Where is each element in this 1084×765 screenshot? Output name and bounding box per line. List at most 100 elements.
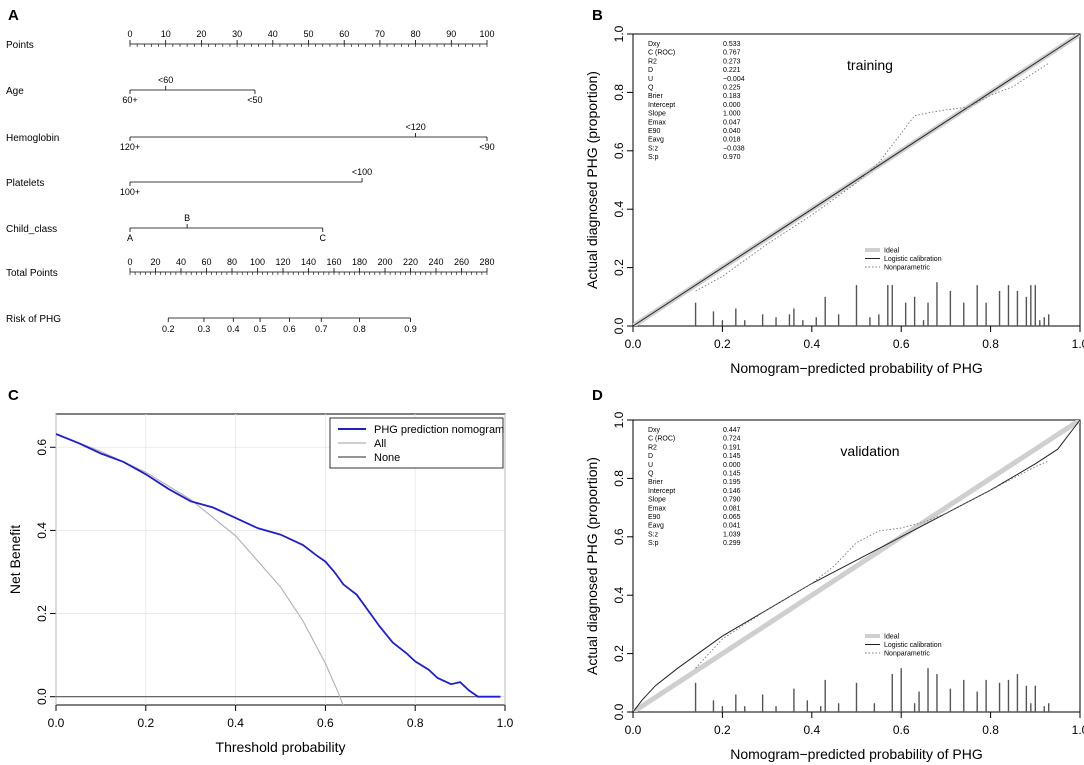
stat-name: Intercept xyxy=(648,488,675,495)
stat-name: C (ROC) xyxy=(648,50,675,57)
x-tick-label: 1.0 xyxy=(497,716,514,730)
nonparametric-line xyxy=(695,62,1049,292)
scale-tick-label: 240 xyxy=(428,257,443,267)
stat-value: 0.191 xyxy=(723,444,741,451)
y-tick-label: 0.4 xyxy=(612,587,626,604)
y-tick-label: 0.0 xyxy=(612,317,626,334)
scale-tick-label: 60 xyxy=(339,29,349,39)
predictor-level-label: <60 xyxy=(158,75,173,85)
risk-tick-label: 0.3 xyxy=(198,324,211,334)
nomogram-row-label-total-points: Total Points xyxy=(6,268,58,279)
x-tick-label: 0.6 xyxy=(893,337,910,351)
stat-value: 0.724 xyxy=(723,436,741,443)
y-axis-label: Actual diagnosed PHG (proportion) xyxy=(584,71,600,289)
y-tick-label: 1.0 xyxy=(612,411,626,428)
scale-tick-label: 70 xyxy=(375,29,385,39)
predictor-level-label: 60+ xyxy=(122,95,137,105)
stat-value: 0.970 xyxy=(723,154,741,161)
series-line-all xyxy=(56,433,344,705)
stat-value: 0.221 xyxy=(723,67,741,74)
risk-tick-label: 0.4 xyxy=(227,324,240,334)
logistic-calibration-line xyxy=(632,419,1081,713)
scale-tick-label: 80 xyxy=(227,257,237,267)
x-tick-label: 0.2 xyxy=(714,337,731,351)
panel-label-a: A xyxy=(8,7,19,24)
scale-tick-label: 20 xyxy=(150,257,160,267)
stat-name: D xyxy=(648,67,653,74)
y-tick-label: 0.6 xyxy=(612,528,626,545)
y-tick-label: 0.8 xyxy=(612,470,626,487)
risk-tick-label: 0.9 xyxy=(404,324,417,334)
stat-value: −0.038 xyxy=(723,145,745,152)
stat-value: 0.146 xyxy=(723,488,741,495)
y-tick-label: 0.0 xyxy=(35,688,49,705)
nonparametric-line xyxy=(695,460,1049,669)
stat-name: R2 xyxy=(648,444,657,451)
panel-title: validation xyxy=(840,443,899,459)
scale-tick-label: 120 xyxy=(275,257,290,267)
stat-value: 0.533 xyxy=(723,41,741,48)
x-axis-label: Nomogram−predicted probability of PHG xyxy=(730,360,983,376)
stat-value: 0.000 xyxy=(723,102,741,109)
stat-name: Q xyxy=(648,471,654,478)
predictor-level-label: <120 xyxy=(405,122,425,132)
legend-label: Logistic calibration xyxy=(884,642,942,649)
x-tick-label: 0.6 xyxy=(893,723,910,737)
scale-tick-label: 40 xyxy=(176,257,186,267)
y-tick-label: 0.4 xyxy=(35,522,49,539)
panel-title: training xyxy=(847,57,893,73)
calibration-training-panel: 0.0 0.2 0.4 0.6 0.8 1.0 0.0 0.2 0.4 0.6 0.8 1.0 Nomo… xyxy=(584,25,1084,376)
stat-value: 0.790 xyxy=(723,497,741,504)
stat-name: Brier xyxy=(648,93,663,100)
scale-tick-label: 90 xyxy=(446,29,456,39)
x-tick-label: 0.2 xyxy=(714,723,731,737)
predictor-level-label: B xyxy=(184,213,190,223)
y-tick-label: 0.6 xyxy=(35,439,49,456)
stat-name: S:p xyxy=(648,540,659,547)
scale-tick-label: 280 xyxy=(479,257,494,267)
y-tick-label: 0.0 xyxy=(612,703,626,720)
stat-value: 0.065 xyxy=(723,514,741,521)
panel-label-d: D xyxy=(592,387,603,404)
nomogram-row-label-age: Age xyxy=(6,86,24,97)
y-tick-label: 0.2 xyxy=(35,605,49,622)
scale-tick-label: 0 xyxy=(127,29,132,39)
scale-tick-label: 50 xyxy=(303,29,313,39)
stat-value: 0.767 xyxy=(723,50,741,57)
scale-tick-label: 0 xyxy=(127,257,132,267)
panel-label-b: B xyxy=(592,7,603,24)
y-axis-label: Actual diagnosed PHG (proportion) xyxy=(584,457,600,675)
stat-name: Slope xyxy=(648,111,666,118)
stat-name: Dxy xyxy=(648,427,661,434)
legend-label: Logistic calibration xyxy=(884,256,942,263)
scale-tick-label: 260 xyxy=(454,257,469,267)
scale-tick-label: 200 xyxy=(377,257,392,267)
x-tick-label: 0.0 xyxy=(48,716,65,730)
stat-value: 0.145 xyxy=(723,471,741,478)
stat-value: 0.299 xyxy=(723,540,741,547)
stat-name: Eavg xyxy=(648,137,664,144)
x-tick-label: 0.4 xyxy=(803,723,820,737)
stat-name: D xyxy=(648,453,653,460)
decision-curve-panel: 0.0 0.2 0.4 0.6 0.8 1.0 0.0 0.2 0.4 0.6 Threshold … xyxy=(7,413,514,755)
x-tick-label: 0.8 xyxy=(407,716,424,730)
nomogram-row-label-child-class: Child_class xyxy=(6,224,57,235)
stat-name: Dxy xyxy=(648,41,661,48)
scale-tick-label: 40 xyxy=(268,29,278,39)
y-tick-label: 0.2 xyxy=(612,259,626,276)
stat-name: S:p xyxy=(648,154,659,161)
x-tick-label: 0.4 xyxy=(227,716,244,730)
scale-tick-label: 100 xyxy=(250,257,265,267)
stat-name: Eavg xyxy=(648,523,664,530)
risk-tick-label: 0.7 xyxy=(315,324,328,334)
x-tick-label: 0.8 xyxy=(982,337,999,351)
scale-tick-label: 30 xyxy=(232,29,242,39)
y-axis-label: Net Benefit xyxy=(7,525,23,594)
stat-value: 0.145 xyxy=(723,453,741,460)
stat-name: S:z xyxy=(648,531,659,538)
stat-value: 1.000 xyxy=(723,111,741,118)
predictor-level-label: <90 xyxy=(479,142,494,152)
ideal-line xyxy=(633,420,1080,712)
stat-value: 0.195 xyxy=(723,479,741,486)
